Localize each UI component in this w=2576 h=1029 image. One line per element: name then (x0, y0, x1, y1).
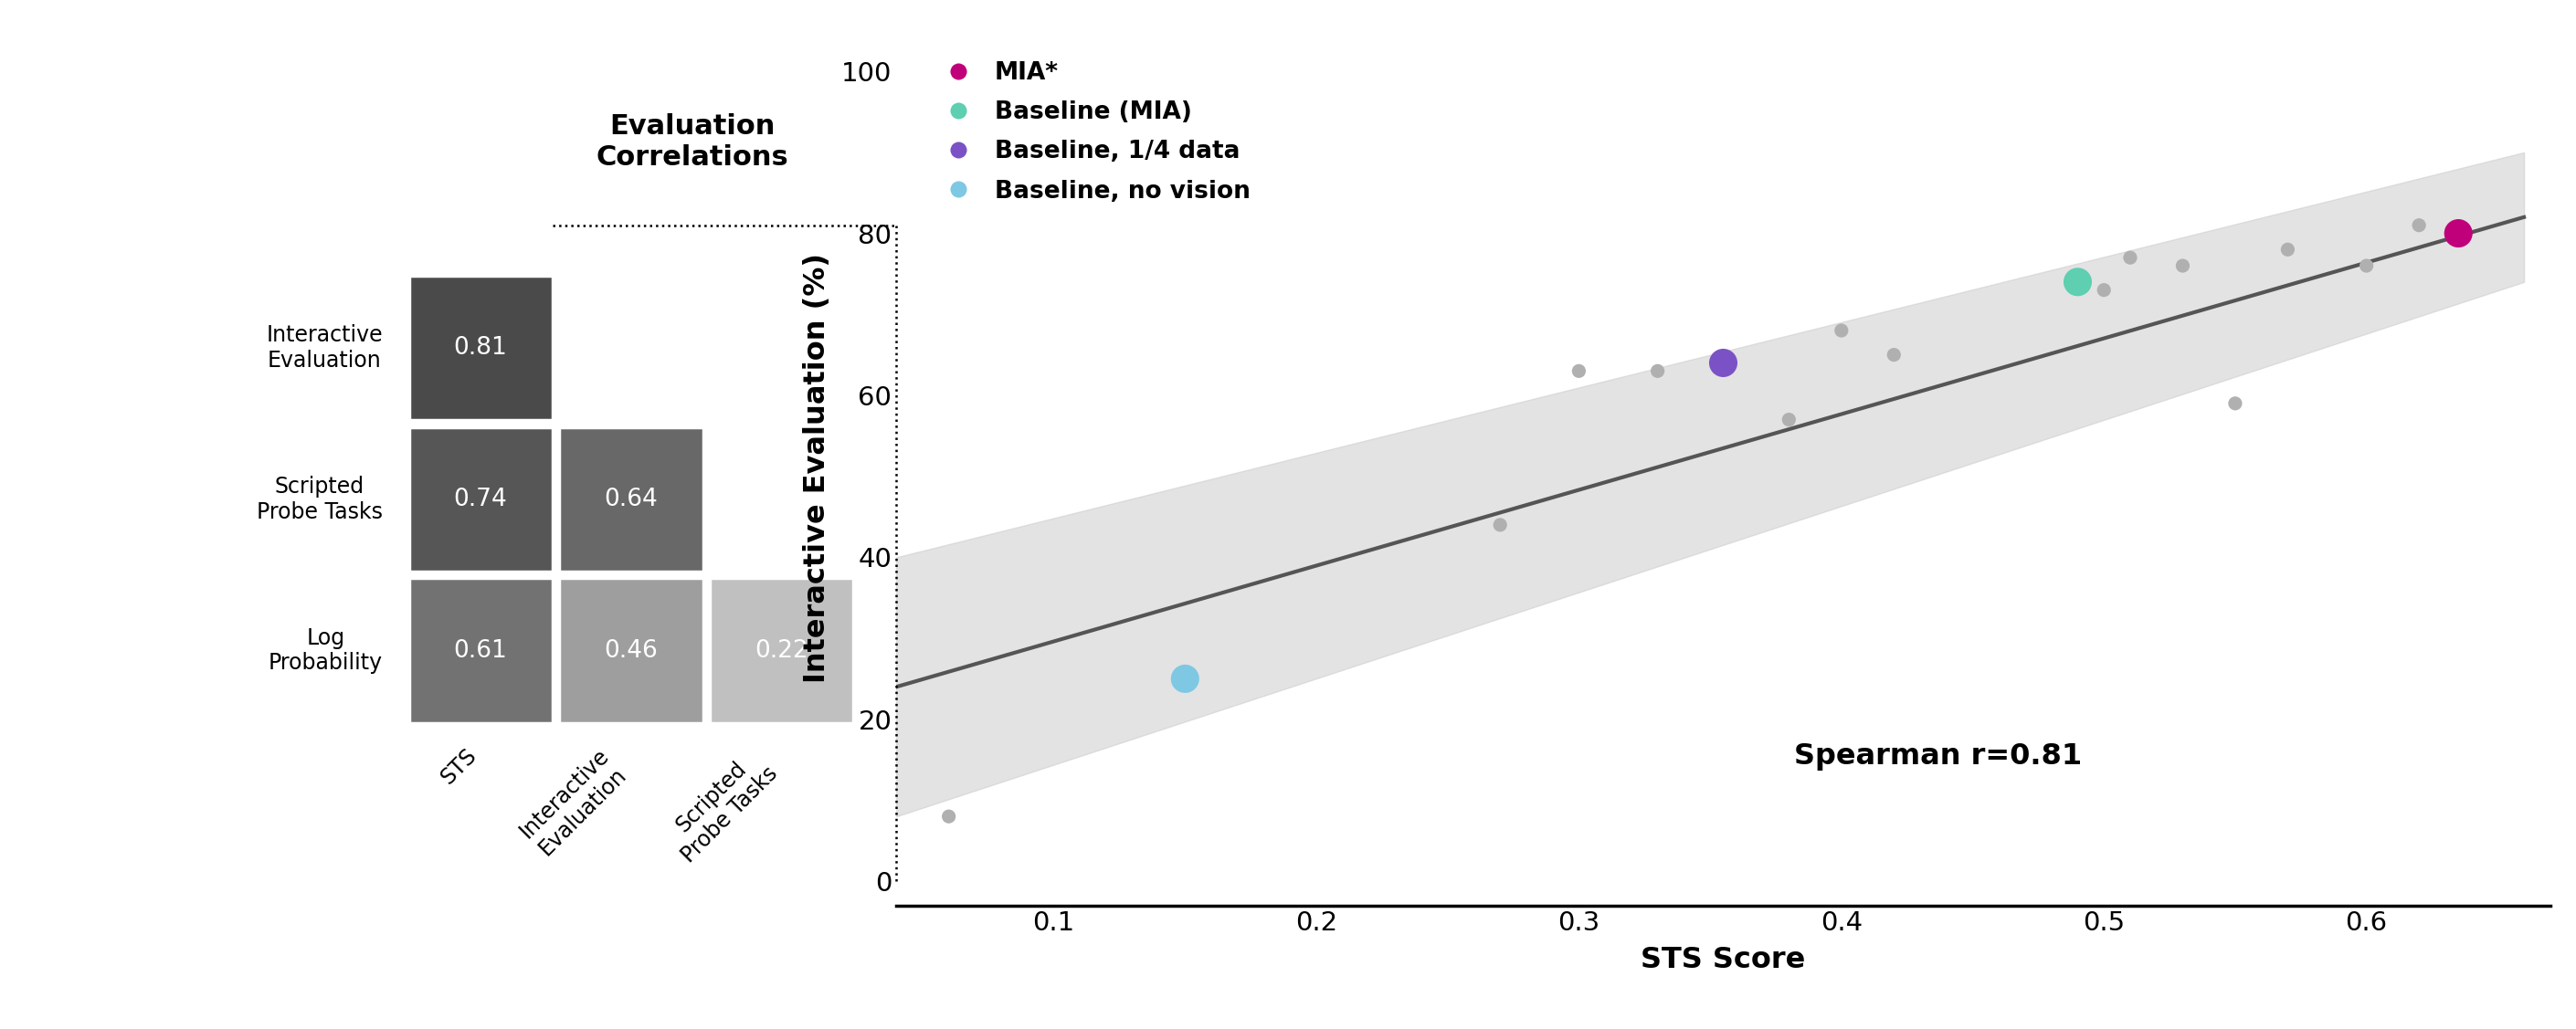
Point (1767, 412, 1808, 428)
Text: 0.81: 0.81 (453, 336, 507, 360)
Point (2084, 282, 2125, 298)
Point (927, 808, 969, 824)
Point (2215, 395, 2257, 412)
Point (2161, 257, 2202, 274)
Point (2347, 257, 2388, 274)
Point (1164, 671, 1206, 687)
Text: Spearman r=0.81: Spearman r=0.81 (1795, 743, 2081, 771)
Point (2058, 274, 2099, 290)
Point (2267, 241, 2308, 257)
Bar (711, 578, 853, 722)
Point (1636, 363, 1677, 380)
Text: Evaluation
Correlations: Evaluation Correlations (595, 113, 788, 171)
Y-axis label: Interactive Evaluation (%): Interactive Evaluation (%) (804, 253, 832, 683)
Text: Interactive
Evaluation: Interactive Evaluation (265, 324, 384, 371)
Bar (410, 427, 551, 571)
X-axis label: STS Score: STS Score (1641, 946, 1806, 974)
Text: Log
Probability: Log Probability (268, 627, 384, 674)
Text: STS: STS (435, 745, 482, 789)
Bar (559, 427, 703, 571)
Point (1479, 517, 1520, 533)
Text: Scripted
Probe Tasks: Scripted Probe Tasks (258, 475, 384, 523)
Bar (410, 578, 551, 722)
Bar (559, 578, 703, 722)
Point (2398, 217, 2439, 234)
Text: 0.22: 0.22 (755, 639, 809, 663)
Legend: MIA*, Baseline (MIA), Baseline, 1/4 data, Baseline, no vision: MIA*, Baseline (MIA), Baseline, 1/4 data… (925, 51, 1260, 213)
Text: 0.74: 0.74 (453, 488, 507, 511)
Text: 0.46: 0.46 (605, 639, 657, 663)
Point (2437, 225, 2478, 242)
Point (1703, 355, 1744, 371)
Point (1873, 347, 1914, 363)
Text: Scripted
Probe Tasks: Scripted Probe Tasks (659, 745, 781, 867)
Point (2110, 249, 2151, 265)
Text: 0.64: 0.64 (605, 488, 657, 511)
Text: Interactive
Evaluation: Interactive Evaluation (515, 745, 631, 860)
Point (1558, 363, 1600, 380)
Point (1821, 322, 1862, 339)
Text: 0.61: 0.61 (453, 639, 507, 663)
Bar (410, 276, 551, 420)
